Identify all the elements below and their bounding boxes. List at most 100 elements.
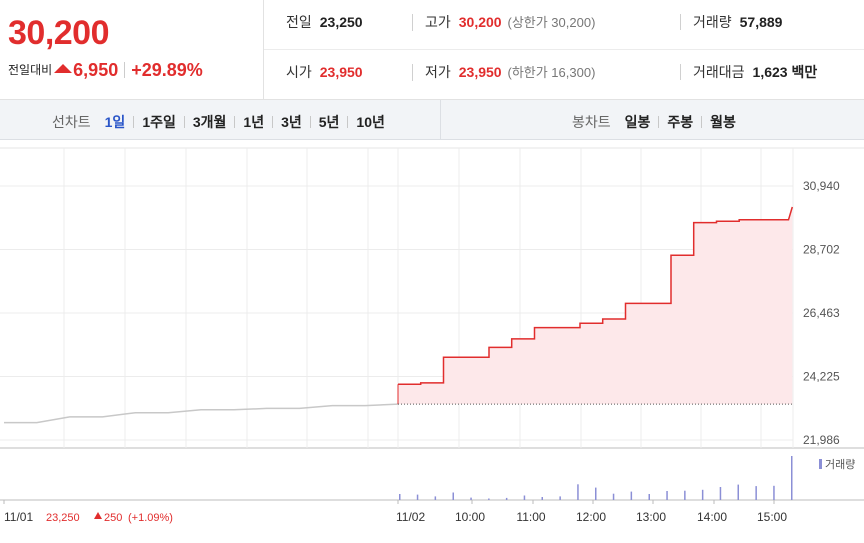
- tab-separator: [272, 116, 274, 128]
- candle-chart-tabs: 봉차트 일봉 주봉 월봉: [572, 112, 736, 132]
- y-tick-label: 24,225: [803, 370, 840, 384]
- stat-volume: 거래량 57,889: [680, 14, 782, 30]
- volume-bar: [523, 495, 526, 500]
- stat-open: 시가 23,950: [286, 64, 363, 80]
- tab-divider: [440, 100, 441, 140]
- tab-separator: [133, 116, 135, 128]
- stat-value: 30,200: [458, 14, 502, 30]
- stat-grid: 전일 23,250 고가 30,200 (상한가 30,200) 거래량 57,889…: [264, 0, 864, 100]
- tab-line-4[interactable]: 3년: [281, 114, 302, 130]
- tab-line-0[interactable]: 1일: [104, 114, 126, 130]
- stat-value: 57,889: [739, 14, 783, 30]
- y-tick-label: 21,986: [803, 433, 840, 447]
- volume-bar: [648, 494, 650, 500]
- stat-value: 1,623: [752, 64, 788, 80]
- volume-bar: [505, 497, 508, 500]
- change-value: 6,950: [73, 60, 119, 80]
- tab-separator: [347, 116, 349, 128]
- tab-separator: [234, 116, 236, 128]
- volume-bar: [612, 493, 615, 500]
- change-line: 전일대비 6,950 +29.89%: [8, 60, 203, 81]
- volume-bar: [488, 498, 490, 500]
- tab-line-3[interactable]: 1년: [243, 114, 265, 130]
- stat-label: 시가: [286, 64, 312, 80]
- y-tick-label: 30,940: [803, 179, 840, 193]
- tab-separator: [701, 116, 703, 128]
- prev-day-close: 23,250: [46, 512, 80, 524]
- volume-bar: [416, 494, 419, 500]
- tab-line-6[interactable]: 10년: [356, 114, 385, 130]
- prev-day-up-icon: [94, 512, 102, 519]
- x-tick-label: 11:00: [516, 510, 545, 524]
- change-label: 전일대비: [8, 63, 53, 77]
- up-arrow-icon: [54, 64, 73, 73]
- stat-low: 저가 23,950 (하한가 16,300): [412, 64, 595, 81]
- x-tick-label: 11/01: [4, 510, 33, 524]
- stat-prev-close: 전일 23,250: [286, 14, 363, 30]
- stat-row-1: 전일 23,250 고가 30,200 (상한가 30,200) 거래량 57,889: [264, 0, 864, 50]
- stat-unit: 백만: [791, 64, 818, 80]
- change-percent: +29.89%: [131, 60, 203, 80]
- line-chart-tabs: 선차트 1일 1주일 3개월 1년 3년 5년 10년: [52, 112, 385, 132]
- stat-label: 거래대금: [693, 64, 745, 80]
- volume-bar: [630, 491, 633, 500]
- prev-day-change: 250: [104, 512, 122, 524]
- today-price-line: [398, 206, 794, 386]
- tab-line-5[interactable]: 5년: [318, 114, 340, 130]
- volume-bar: [399, 494, 401, 500]
- stat-row-2: 시가 23,950 저가 23,950 (하한가 16,300) 거래대금 1,623…: [264, 50, 864, 100]
- stat-label: 거래량: [693, 14, 732, 30]
- volume-bar: [701, 489, 704, 500]
- volume-bar: [595, 487, 597, 500]
- stat-sub: (상한가 30,200): [507, 15, 596, 30]
- stat-label: 전일: [286, 14, 312, 30]
- x-tick-label: 10:00: [455, 510, 485, 524]
- volume-bar: [577, 484, 579, 500]
- x-tick-label: 11/02: [396, 510, 425, 524]
- line-chart-title: 선차트: [52, 114, 91, 130]
- volume-bar: [773, 485, 775, 500]
- x-tick-label: 12:00: [576, 510, 606, 524]
- stat-value: 23,250: [319, 14, 363, 30]
- x-tick-label: 15:00: [757, 510, 787, 524]
- y-tick-label: 28,702: [803, 243, 840, 257]
- prev-day-change-pct: (+1.09%): [128, 512, 173, 524]
- stat-label: 고가: [425, 14, 451, 30]
- volume-bar: [755, 486, 757, 500]
- y-tick-label: 26,463: [803, 306, 840, 320]
- tab-separator: [183, 116, 185, 128]
- stat-label: 저가: [425, 64, 451, 80]
- volume-legend-swatch: [819, 459, 822, 469]
- volume-bar: [470, 497, 472, 500]
- volume-bar: [452, 492, 454, 500]
- stat-high: 고가 30,200 (상한가 30,200): [412, 14, 595, 31]
- tab-line-2[interactable]: 3개월: [192, 114, 227, 130]
- stat-value: 23,950: [458, 64, 502, 80]
- intraday-chart: 30,940 28,702 26,463 24,225 21,986 거래량 11/01 11…: [0, 147, 864, 524]
- volume-bar: [559, 496, 561, 500]
- x-tick-label: 13:00: [636, 510, 666, 524]
- volume-bar: [434, 496, 437, 500]
- tab-line-1[interactable]: 1주일: [142, 114, 176, 130]
- stat-sub: (하한가 16,300): [507, 65, 596, 80]
- volume-bar: [737, 484, 739, 500]
- volume-legend-label: 거래량: [825, 458, 855, 471]
- volume-bar: [791, 456, 793, 500]
- today-area: [398, 207, 793, 405]
- current-price: 30,200: [8, 14, 110, 52]
- volume-bar: [684, 490, 686, 500]
- tab-candle-2[interactable]: 월봉: [710, 114, 736, 130]
- volume-bar: [719, 487, 722, 500]
- prev-day-line: [4, 403, 399, 424]
- volume-bar: [666, 491, 668, 500]
- candle-chart-title: 봉차트: [572, 114, 611, 130]
- tab-separator: [658, 116, 660, 128]
- x-tick-label: 14:00: [697, 510, 727, 524]
- tab-candle-1[interactable]: 주봉: [667, 114, 694, 130]
- price-box: 30,200 전일대비 6,950 +29.89%: [0, 0, 264, 100]
- stock-summary: 30,200 전일대비 6,950 +29.89% 전일 23,250 고가 30,20…: [0, 0, 864, 100]
- tab-candle-0[interactable]: 일봉: [624, 114, 651, 130]
- divider: [124, 62, 126, 78]
- stat-trade-amount: 거래대금 1,623 백만: [680, 64, 817, 80]
- chart-tabbar: 선차트 1일 1주일 3개월 1년 3년 5년 10년 봉차트 일봉 주봉 월봉: [0, 100, 864, 140]
